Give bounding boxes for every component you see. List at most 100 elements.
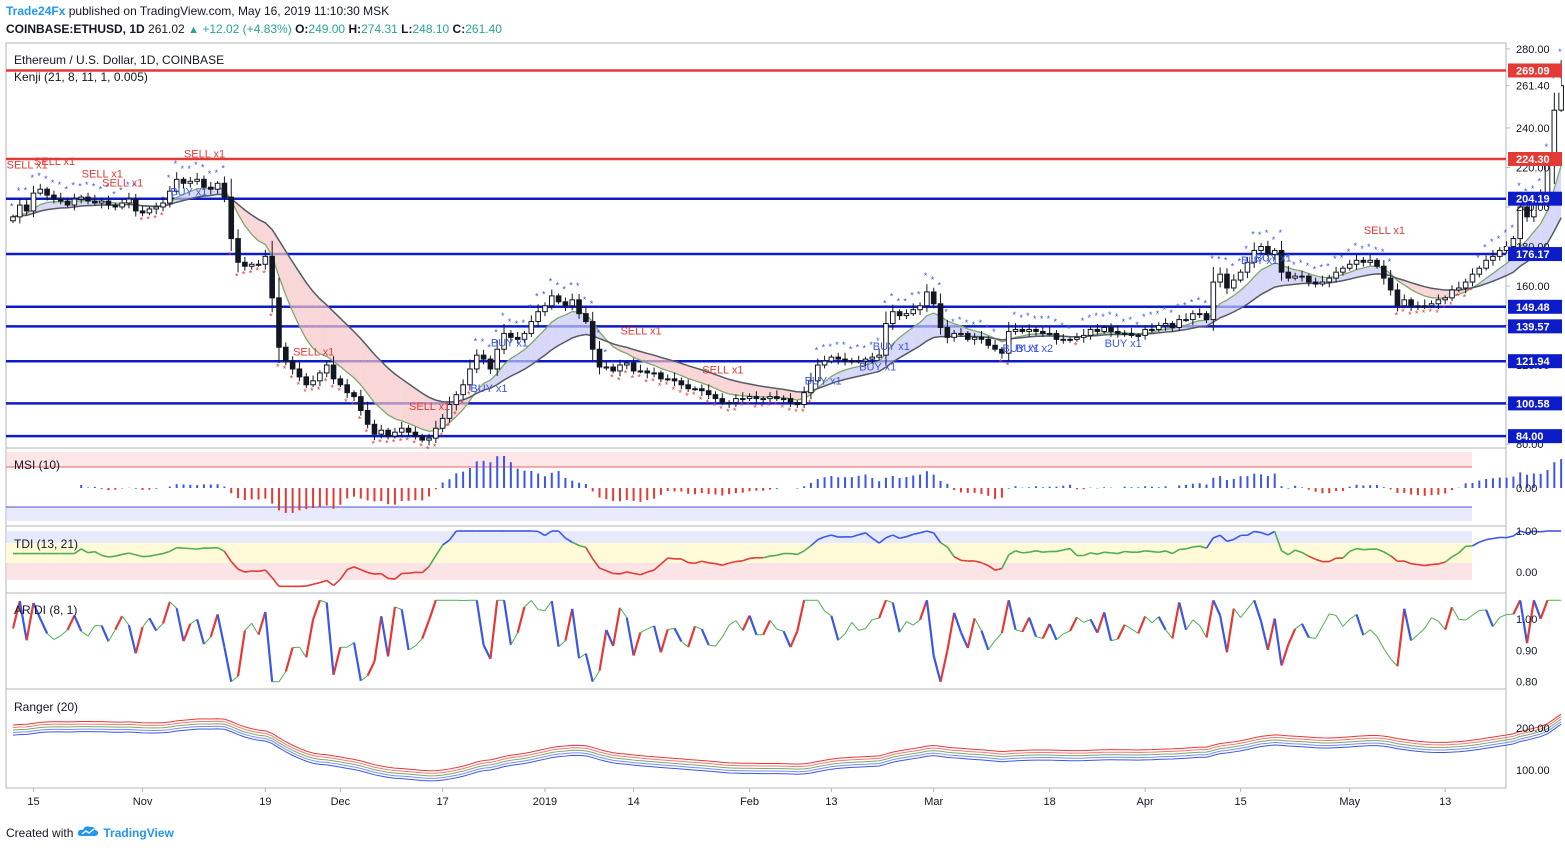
candle-body[interactable] xyxy=(664,378,671,381)
candle-body[interactable] xyxy=(1360,259,1367,263)
candle-body[interactable] xyxy=(467,368,473,386)
candle-body[interactable] xyxy=(1210,281,1217,321)
candle-body[interactable] xyxy=(644,370,651,374)
candle-body[interactable] xyxy=(535,311,541,323)
candle-body[interactable] xyxy=(849,360,855,363)
candle-body[interactable] xyxy=(780,398,787,401)
candle-body[interactable] xyxy=(876,354,882,358)
candle-body[interactable] xyxy=(1040,330,1046,334)
candle-body[interactable] xyxy=(1469,273,1476,283)
candle-body[interactable] xyxy=(835,356,842,360)
author-link[interactable]: Trade24Fx xyxy=(6,4,66,18)
candle-body[interactable] xyxy=(692,388,698,391)
candle-body[interactable] xyxy=(398,427,405,433)
candle-body[interactable] xyxy=(30,192,37,212)
candle-body[interactable] xyxy=(903,313,910,317)
candle-body[interactable] xyxy=(1060,338,1067,341)
candle-body[interactable] xyxy=(746,396,753,400)
candle-body[interactable] xyxy=(1312,281,1319,285)
candle-body[interactable] xyxy=(1415,305,1421,308)
candle-body[interactable] xyxy=(446,404,453,419)
candle-body[interactable] xyxy=(1435,299,1442,305)
candle-body[interactable] xyxy=(944,326,951,338)
candle-body[interactable] xyxy=(528,321,535,334)
candle-body[interactable] xyxy=(160,202,166,208)
candle-body[interactable] xyxy=(910,309,917,315)
candle-body[interactable] xyxy=(358,396,364,411)
candle-body[interactable] xyxy=(1510,238,1517,247)
candle-body[interactable] xyxy=(971,336,978,340)
candle-body[interactable] xyxy=(658,372,664,380)
candle-body[interactable] xyxy=(85,196,91,202)
candle-body[interactable] xyxy=(276,297,282,348)
candle-body[interactable] xyxy=(753,396,760,400)
candle-body[interactable] xyxy=(930,291,937,305)
candle-body[interactable] xyxy=(501,332,507,350)
candle-body[interactable] xyxy=(364,409,371,425)
candle-body[interactable] xyxy=(610,366,616,372)
candle-body[interactable] xyxy=(637,370,644,373)
candle-body[interactable] xyxy=(64,200,71,206)
candle-body[interactable] xyxy=(685,384,691,390)
candle-body[interactable] xyxy=(1080,334,1087,338)
candle-body[interactable] xyxy=(1162,323,1169,327)
candle-body[interactable] xyxy=(453,394,460,406)
candle-body[interactable] xyxy=(999,348,1005,354)
candle-body[interactable] xyxy=(869,356,876,360)
candle-body[interactable] xyxy=(1142,328,1148,336)
candle-body[interactable] xyxy=(1483,259,1489,269)
candle-body[interactable] xyxy=(1428,303,1435,307)
candle-body[interactable] xyxy=(371,423,378,435)
candle-body[interactable] xyxy=(985,338,992,346)
candle-body[interactable] xyxy=(337,378,344,386)
candle-body[interactable] xyxy=(460,384,466,396)
candle-body[interactable] xyxy=(1278,249,1285,273)
candle-body[interactable] xyxy=(1462,281,1469,289)
candle-body[interactable] xyxy=(289,360,296,370)
candle-body[interactable] xyxy=(617,364,623,372)
candle-body[interactable] xyxy=(1094,328,1101,332)
candle-body[interactable] xyxy=(494,348,501,370)
candle-body[interactable] xyxy=(678,380,685,386)
candle-body[interactable] xyxy=(132,198,139,212)
candle-body[interactable] xyxy=(521,332,528,340)
candle-body[interactable] xyxy=(214,182,221,190)
candle-body[interactable] xyxy=(937,303,944,328)
candle-body[interactable] xyxy=(555,295,562,303)
candle-body[interactable] xyxy=(1053,332,1060,340)
candle-body[interactable] xyxy=(153,206,160,210)
candle-body[interactable] xyxy=(187,180,194,184)
candle-body[interactable] xyxy=(1149,328,1155,331)
candle-body[interactable] xyxy=(917,305,923,311)
candle-body[interactable] xyxy=(317,372,323,382)
candle-body[interactable] xyxy=(583,313,589,323)
candle-body[interactable] xyxy=(1176,319,1183,328)
candle-body[interactable] xyxy=(1442,297,1449,301)
candle-body[interactable] xyxy=(855,360,862,363)
candle-body[interactable] xyxy=(671,378,678,382)
candle-body[interactable] xyxy=(433,427,439,439)
candle-body[interactable] xyxy=(419,435,425,441)
candle-body[interactable] xyxy=(221,182,228,198)
candle-body[interactable] xyxy=(344,384,350,394)
candle-body[interactable] xyxy=(794,402,801,406)
candle-body[interactable] xyxy=(699,388,705,392)
candle-body[interactable] xyxy=(774,396,780,400)
candle-body[interactable] xyxy=(1271,249,1278,255)
candle-body[interactable] xyxy=(767,396,773,400)
candle-body[interactable] xyxy=(303,376,310,386)
candle-body[interactable] xyxy=(705,390,712,396)
candle-body[interactable] xyxy=(1299,275,1305,278)
candle-body[interactable] xyxy=(1558,85,1564,111)
candle-body[interactable] xyxy=(1115,330,1121,334)
candle-body[interactable] xyxy=(1387,277,1394,291)
candle-body[interactable] xyxy=(1401,299,1408,307)
candle-body[interactable] xyxy=(821,360,828,366)
candle-body[interactable] xyxy=(119,202,125,208)
candle-body[interactable] xyxy=(651,372,657,375)
candle-body[interactable] xyxy=(719,398,726,404)
candle-body[interactable] xyxy=(542,305,548,313)
candle-body[interactable] xyxy=(228,196,235,240)
candle-body[interactable] xyxy=(23,204,30,212)
